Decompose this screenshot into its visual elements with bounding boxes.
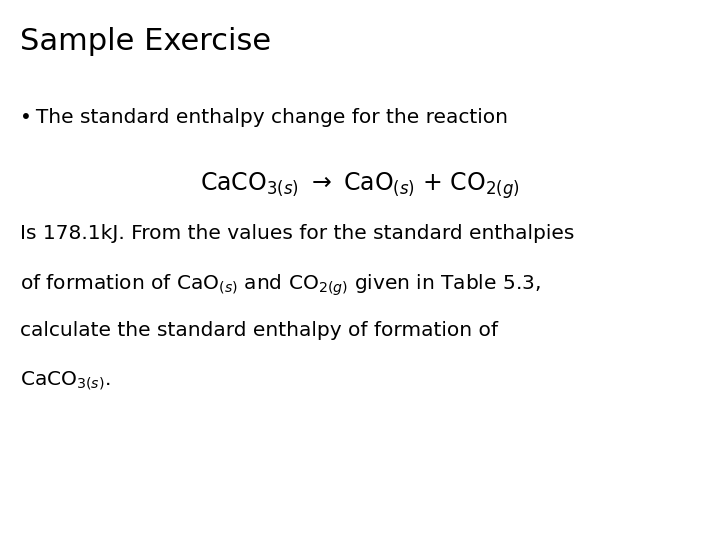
Text: CaCO$_{3(s)}$ $\rightarrow$ CaO$_{(s)}$ + CO$_{2(g)}$: CaCO$_{3(s)}$ $\rightarrow$ CaO$_{(s)}$ … bbox=[200, 170, 520, 201]
Text: CaCO$_{3(s)}$.: CaCO$_{3(s)}$. bbox=[20, 370, 111, 392]
Text: Sample Exercise: Sample Exercise bbox=[20, 27, 271, 56]
Text: • The standard enthalpy change for the reaction: • The standard enthalpy change for the r… bbox=[20, 108, 508, 127]
Text: calculate the standard enthalpy of formation of: calculate the standard enthalpy of forma… bbox=[20, 321, 498, 340]
Text: of formation of CaO$_{(s)}$ and CO$_{2(g)}$ given in Table 5.3,: of formation of CaO$_{(s)}$ and CO$_{2(g… bbox=[20, 273, 541, 298]
Text: Is 178.1kJ. From the values for the standard enthalpies: Is 178.1kJ. From the values for the stan… bbox=[20, 224, 575, 243]
